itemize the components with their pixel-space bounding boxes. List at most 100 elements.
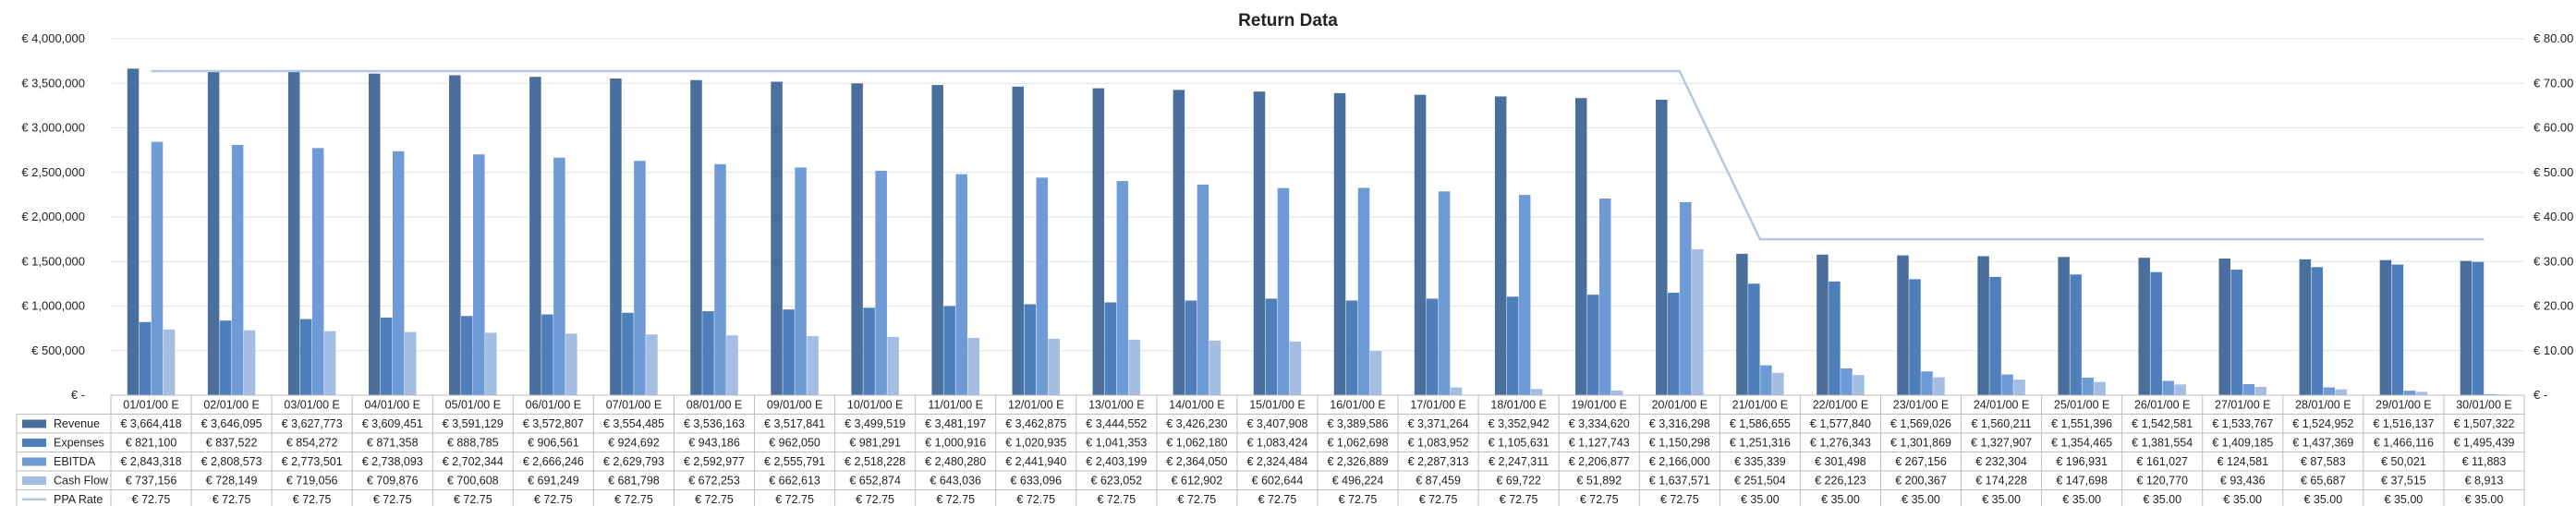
x-tick-label: 07/01/00 E [606, 399, 662, 412]
bar-revenue [287, 71, 300, 396]
bar-ebitda [553, 157, 565, 395]
x-tick-label: 14/01/00 E [1169, 399, 1224, 412]
data-label: € 496,224 [1332, 475, 1384, 488]
x-tick-label: 27/01/00 E [2215, 399, 2270, 412]
data-label: € 700,608 [447, 475, 499, 488]
data-label: € 681,798 [608, 475, 660, 488]
x-tick-label: 13/01/00 E [1088, 399, 1144, 412]
y-right-tick-label: € 60.00 [2533, 121, 2573, 135]
data-label: € 72.75 [1097, 493, 1136, 506]
bar-cash-flow [243, 330, 256, 395]
bar-revenue [931, 85, 943, 395]
bar-revenue [2218, 258, 2231, 395]
bar-revenue [207, 70, 220, 396]
bar-expenses [1185, 300, 1197, 395]
bar-expenses [622, 312, 634, 395]
data-label: € 2,738,093 [362, 455, 423, 468]
y-right-tick-label: € 10.00 [2533, 343, 2573, 357]
data-label: € 3,499,519 [844, 417, 905, 430]
data-label: € 3,627,773 [282, 417, 343, 430]
data-label: € 2,364,050 [1166, 455, 1227, 468]
data-label: € 72.75 [614, 493, 653, 506]
data-label: € 72.75 [1016, 493, 1055, 506]
bar-expenses [1104, 302, 1117, 395]
bar-revenue [127, 68, 140, 395]
bar-expenses [2311, 267, 2324, 395]
bar-revenue [1253, 91, 1266, 395]
data-label: € 1,560,211 [1972, 417, 2032, 430]
bar-expenses [1265, 298, 1278, 395]
y-right-tick-label: € 20.00 [2533, 299, 2573, 313]
bar-revenue [1173, 90, 1185, 396]
data-label: € 3,371,264 [1408, 417, 1469, 430]
data-label: € 335,339 [1734, 455, 1786, 468]
data-label: € 35.00 [2385, 493, 2424, 506]
data-label: € 1,105,631 [1488, 437, 1549, 450]
data-label: € 672,253 [688, 475, 740, 488]
x-tick-label: 18/01/00 E [1490, 399, 1546, 412]
data-label: € 50,021 [2381, 455, 2426, 468]
data-label: € 3,352,942 [1488, 417, 1549, 430]
y-right-tick-label: € 30.00 [2533, 254, 2573, 268]
x-tick-label: 08/01/00 E [687, 399, 742, 412]
legend-series-name: PPA Rate [54, 493, 103, 506]
bar-revenue [771, 81, 783, 395]
data-label: € 72.75 [1660, 493, 1699, 506]
data-label: € 612,902 [1172, 475, 1223, 488]
data-label: € 35.00 [2143, 493, 2181, 506]
bar-ebitda [2082, 378, 2094, 395]
data-label: € 1,507,322 [2453, 417, 2514, 430]
bar-ebitda [1116, 181, 1129, 395]
bar-expenses [1024, 304, 1037, 395]
data-label: € 200,367 [1895, 475, 1947, 488]
bar-expenses [2150, 271, 2162, 395]
data-label: € 1,381,554 [2132, 437, 2193, 450]
data-label: € 737,156 [126, 475, 177, 488]
legend-series-name: Revenue [54, 417, 100, 430]
bar-revenue [2058, 257, 2070, 395]
data-label: € 3,536,163 [684, 417, 745, 430]
data-label: € 1,586,655 [1730, 417, 1791, 430]
y-right-tick-label: € 50.00 [2533, 165, 2573, 179]
data-label: € 72.75 [213, 493, 251, 506]
bar-revenue [2138, 258, 2150, 395]
data-label: € 1,062,698 [1328, 437, 1389, 450]
data-label: € 1,251,316 [1730, 437, 1791, 450]
y-left-tick-label: € 1,500,000 [21, 254, 85, 268]
data-label: € 623,052 [1091, 475, 1143, 488]
data-label: € 2,480,280 [925, 455, 986, 468]
data-label: € 3,426,230 [1166, 417, 1227, 430]
x-tick-label: 28/01/00 E [2295, 399, 2351, 412]
bar-revenue [1414, 94, 1427, 396]
bar-expenses [2472, 261, 2485, 395]
x-tick-label: 12/01/00 E [1008, 399, 1063, 412]
legend-series-name: Cash Flow [54, 475, 109, 488]
x-tick-label: 20/01/00 E [1652, 399, 1707, 412]
bar-cash-flow [2013, 380, 2025, 395]
bar-expenses [1586, 295, 1599, 395]
y-right-tick-label: € 40.00 [2533, 210, 2573, 223]
bar-revenue [851, 83, 863, 396]
bar-cash-flow [1209, 340, 1221, 395]
x-tick-label: 23/01/00 E [1893, 399, 1949, 412]
bar-ebitda [634, 161, 646, 395]
data-label: € 3,517,841 [764, 417, 825, 430]
bar-cash-flow [1772, 372, 1784, 395]
data-label: € 51,892 [1576, 475, 1622, 488]
bar-revenue [1012, 86, 1025, 395]
bar-revenue [610, 78, 622, 396]
bar-revenue [1574, 98, 1587, 396]
bar-cash-flow [404, 331, 417, 395]
y-right-tick-label: € 70.00 [2533, 76, 2573, 90]
bar-revenue [1977, 256, 1989, 395]
y-left-tick-label: € 3,000,000 [21, 121, 85, 135]
x-tick-label: 02/01/00 E [203, 399, 259, 412]
data-label: € 1,020,935 [1005, 437, 1066, 450]
data-label: € 124,581 [2217, 455, 2268, 468]
data-label: € 87,583 [2301, 455, 2346, 468]
bar-revenue [1333, 92, 1346, 396]
bar-cash-flow [1128, 339, 1141, 395]
bar-revenue [690, 79, 702, 395]
data-label: € 196,931 [2056, 455, 2108, 468]
